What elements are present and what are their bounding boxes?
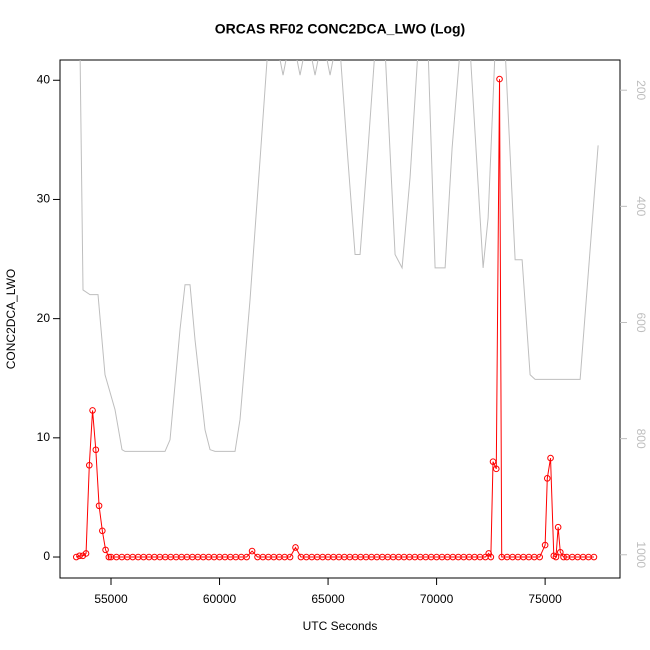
data-point	[541, 541, 549, 549]
data-point	[496, 75, 503, 83]
series-line	[79, 60, 599, 452]
data-point	[76, 552, 83, 560]
data-point	[487, 553, 495, 561]
plot-frame	[59, 59, 621, 579]
data-point	[99, 527, 106, 535]
data-point	[95, 502, 103, 510]
data-point	[243, 553, 250, 561]
data-point	[554, 523, 562, 531]
y2-tick-label: 400	[634, 196, 648, 216]
y2-tick-label: 800	[634, 429, 648, 449]
data-point	[286, 553, 294, 561]
y-tick-label: 20	[37, 311, 51, 325]
y2-tick-label: 600	[634, 312, 648, 332]
data-point	[248, 547, 256, 555]
plot-area	[72, 60, 599, 561]
y2-tick-label: 1000	[634, 541, 648, 568]
y-tick-label: 40	[37, 72, 51, 86]
data-point	[560, 553, 567, 561]
data-point	[102, 546, 109, 554]
x-tick-label: 60000	[203, 592, 237, 606]
data-point	[82, 550, 90, 557]
data-point	[552, 553, 560, 561]
y-tick-label: 10	[37, 430, 51, 444]
data-point	[92, 446, 100, 454]
data-point	[590, 553, 598, 561]
y-tick-label: 30	[37, 192, 51, 206]
data-point	[536, 553, 543, 561]
data-point	[89, 407, 96, 414]
data-point	[485, 550, 492, 557]
data-point	[557, 548, 564, 556]
series-line	[76, 79, 594, 559]
data-point	[105, 553, 113, 561]
x-tick-label: 75000	[528, 592, 562, 606]
data-point	[489, 458, 497, 465]
data-point	[72, 553, 80, 561]
y-axis-label: CONC2DCA_LWO	[4, 269, 18, 369]
data-point	[492, 465, 500, 473]
data-point	[543, 475, 551, 482]
data-point	[86, 461, 93, 469]
x-tick-label: 70000	[420, 592, 454, 606]
y-tick-label: 0	[43, 549, 50, 563]
data-point	[547, 454, 554, 462]
x-tick-label: 55000	[94, 592, 128, 606]
chart-title: ORCAS RF02 CONC2DCA_LWO (Log)	[215, 21, 465, 37]
x-tick-label: 65000	[311, 592, 345, 606]
x-axis-label: UTC Seconds	[303, 619, 378, 633]
data-point	[292, 544, 299, 551]
y2-tick-label: 200	[634, 80, 648, 100]
